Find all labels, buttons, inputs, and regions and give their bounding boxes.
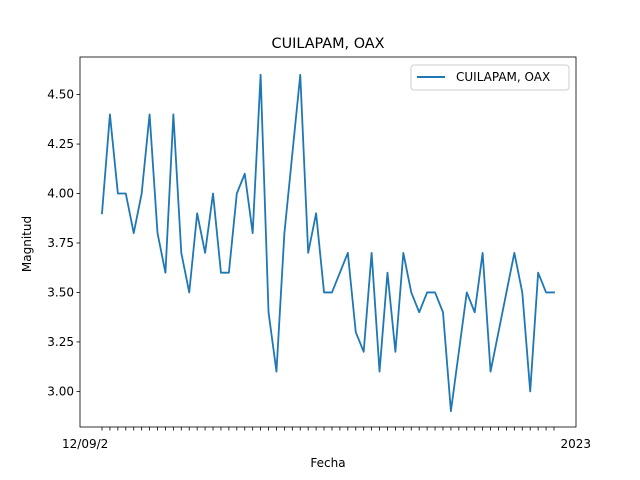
axes-frame (79, 56, 577, 428)
legend: CUILAPAM, OAX (410, 64, 570, 91)
y-tick-label: 3.50 (47, 285, 74, 299)
series-line-cuilapam (101, 73, 555, 413)
x-tick-label-last: 2023 (560, 437, 591, 451)
legend-label: CUILAPAM, OAX (456, 70, 550, 84)
y-axis-label: Magnitud (20, 216, 34, 272)
plot-area: 3.00 3.25 3.50 3.75 4.00 4.25 4.50 (47, 56, 577, 431)
y-tick-label: 3.25 (47, 335, 74, 349)
x-axis-label: Fecha (310, 456, 345, 470)
y-tick-label: 3.75 (47, 236, 74, 250)
y-tick-label: 4.00 (47, 187, 74, 201)
legend-frame (410, 64, 570, 91)
y-tick-label: 3.00 (47, 384, 74, 398)
y-tick-label: 4.50 (47, 88, 74, 102)
y-tick-label: 4.25 (47, 137, 74, 151)
chart-title: CUILAPAM, OAX (272, 36, 385, 52)
x-tick-label-first: 12/09/2 (62, 437, 108, 451)
